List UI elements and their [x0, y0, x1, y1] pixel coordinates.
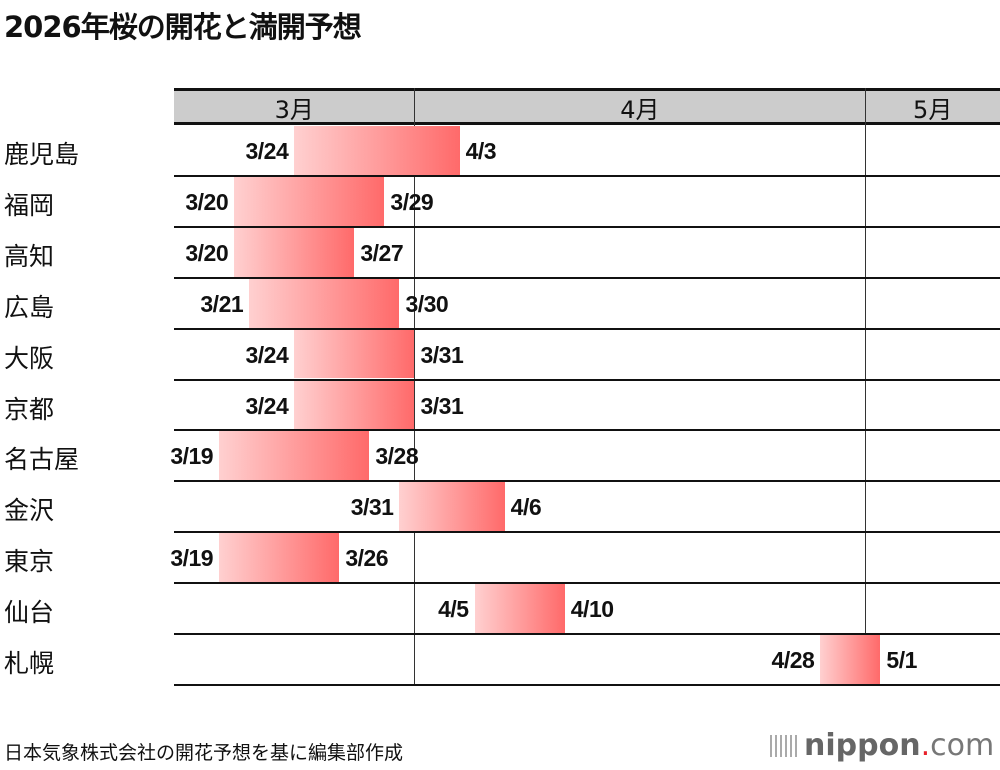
bloom-date-label: 3/24	[245, 341, 289, 368]
city-label: 仙台	[4, 598, 55, 628]
logo-name: nippon	[804, 728, 921, 763]
bloom-date-label: 3/20	[185, 188, 229, 215]
bloom-bar	[294, 126, 460, 175]
chart-title: 2026年桜の開花と満開予想	[4, 10, 362, 44]
full-bloom-date-label: 3/27	[360, 239, 404, 266]
month-header	[174, 88, 1000, 125]
full-bloom-date-label: 4/6	[510, 494, 542, 521]
row-divider	[174, 378, 1000, 381]
row-divider	[174, 276, 1000, 279]
bloom-date-label: 3/24	[245, 138, 289, 164]
city-label: 京都	[4, 394, 55, 424]
city-label: 高知	[4, 241, 55, 271]
logo-dot: .	[920, 728, 931, 763]
nippon-logo: nippon.com	[770, 728, 994, 763]
city-label: 福岡	[4, 190, 55, 220]
city-label: 鹿児島	[4, 140, 80, 169]
row-divider	[174, 531, 1000, 534]
logo-bars-icon	[770, 735, 798, 757]
bloom-date-label: 4/5	[438, 596, 469, 623]
bloom-bar	[249, 278, 400, 328]
bloom-bar	[820, 635, 881, 684]
bloom-bar	[219, 431, 370, 481]
city-label: 大阪	[4, 343, 55, 373]
full-bloom-date-label: 3/31	[420, 392, 464, 419]
source-note: 日本気象株式会社の開花予想を基に編集部作成	[4, 742, 404, 764]
month-label: 3月	[274, 96, 314, 124]
bloom-bar	[294, 329, 415, 379]
city-label: 金沢	[4, 496, 55, 526]
bloom-date-label: 3/31	[350, 494, 394, 521]
full-bloom-date-label: 3/26	[345, 545, 389, 572]
month-divider	[865, 88, 866, 685]
month-label: 4月	[620, 96, 660, 124]
full-bloom-date-label: 5/1	[886, 647, 917, 673]
full-bloom-date-label: 3/31	[420, 341, 464, 368]
bloom-date-label: 3/21	[200, 290, 244, 317]
bloom-date-label: 3/19	[170, 545, 214, 572]
row-divider	[174, 633, 1000, 635]
month-divider	[414, 88, 415, 685]
full-bloom-date-label: 4/3	[465, 138, 497, 164]
row-divider	[174, 225, 1000, 228]
row-divider	[174, 429, 1000, 432]
row-divider	[174, 480, 1000, 483]
bloom-bar	[234, 176, 385, 226]
full-bloom-date-label: 4/10	[570, 596, 614, 623]
month-label: 5月	[913, 96, 953, 124]
city-label: 広島	[4, 292, 55, 322]
row-divider	[174, 683, 1000, 686]
bloom-bar	[294, 380, 415, 430]
bloom-bar	[399, 482, 505, 532]
city-label: 東京	[4, 547, 55, 577]
bloom-date-label: 4/28	[771, 647, 815, 673]
logo-suffix: com	[930, 728, 995, 763]
row-divider	[174, 174, 1000, 177]
city-label: 札幌	[4, 649, 55, 678]
row-divider	[174, 327, 1000, 330]
bloom-bar	[234, 227, 355, 277]
full-bloom-date-label: 3/29	[390, 188, 434, 215]
full-bloom-date-label: 3/30	[405, 290, 449, 317]
bloom-date-label: 3/20	[185, 239, 229, 266]
bloom-bar	[474, 584, 565, 633]
bloom-date-label: 3/24	[245, 392, 289, 419]
row-divider	[174, 582, 1000, 585]
bloom-date-label: 3/19	[170, 443, 214, 470]
city-label: 名古屋	[4, 445, 80, 475]
full-bloom-date-label: 3/28	[375, 443, 419, 470]
bloom-bar	[219, 533, 340, 583]
